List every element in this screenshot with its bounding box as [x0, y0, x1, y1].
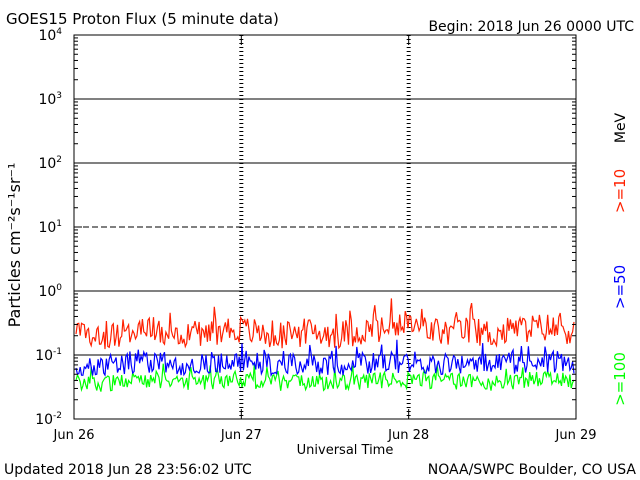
series-100mev-line [75, 363, 575, 393]
x-tick-label: Jun 26 [53, 428, 95, 443]
legend-series-10mev: >=10 [611, 169, 629, 213]
x-tick-label: Jun 27 [220, 428, 262, 443]
y-tick-label: 10-2 [35, 411, 62, 428]
x-tick-label: Jun 29 [555, 428, 597, 443]
x-axis-ticks: Jun 26 Jun 27 Jun 28 Jun 29 [53, 35, 597, 443]
y-tick-label: 100 [38, 283, 62, 300]
data-source: NOAA/SWPC Boulder, CO USA [428, 462, 637, 478]
series-10mev-line [75, 298, 575, 350]
y-axis-label: Particles cm⁻²s⁻¹sr⁻¹ [5, 163, 24, 328]
energy-unit-label: MeV [613, 112, 629, 143]
y-tick-label: 102 [38, 155, 62, 172]
series-50mev-line [75, 339, 575, 377]
y-tick-label: 104 [38, 27, 62, 44]
begin-time: Begin: 2018 Jun 26 0000 UTC [428, 19, 634, 35]
updated-timestamp: Updated 2018 Jun 28 23:56:02 UTC [4, 462, 252, 478]
y-tick-label: 10-1 [35, 347, 62, 364]
grid-lines [74, 35, 576, 419]
x-tick-label: Jun 28 [387, 428, 429, 443]
legend-series-100mev: >=100 [611, 352, 629, 406]
chart-title: GOES15 Proton Flux (5 minute data) [6, 10, 279, 28]
y-tick-label: 103 [38, 91, 62, 108]
legend-series-50mev: >=50 [611, 265, 629, 309]
data-series [75, 298, 575, 393]
y-tick-label: 101 [38, 219, 62, 236]
x-axis-label: Universal Time [297, 443, 394, 458]
